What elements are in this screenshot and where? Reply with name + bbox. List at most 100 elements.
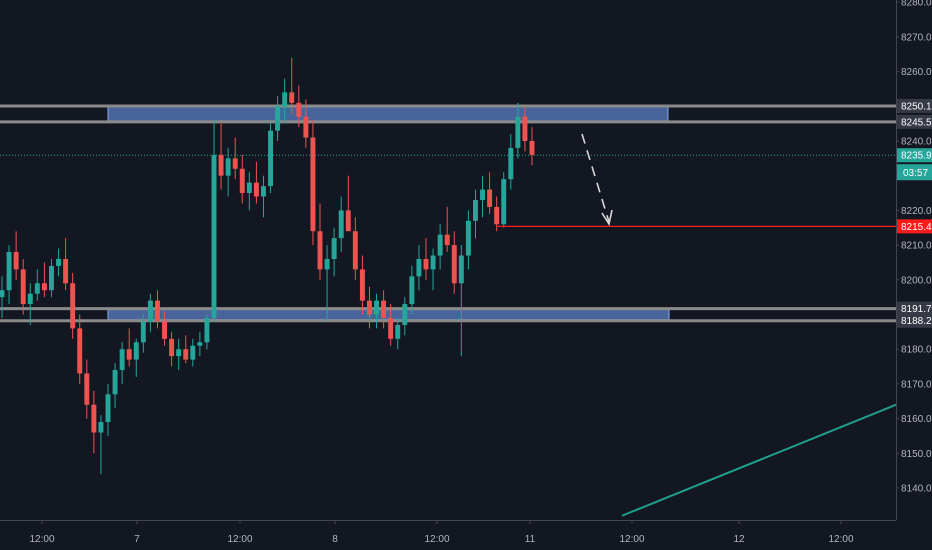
candle	[289, 57, 295, 114]
candle	[515, 102, 521, 159]
price-tag-label: 8250.1	[901, 101, 932, 112]
candle-body	[289, 92, 295, 103]
candle	[508, 134, 514, 190]
candle	[282, 78, 288, 124]
candle-body	[133, 342, 139, 360]
candle-body	[472, 199, 478, 221]
candle	[480, 175, 486, 218]
candle	[140, 314, 146, 353]
candle	[27, 283, 33, 325]
trend-line[interactable]	[621, 403, 897, 517]
candle-body	[388, 317, 394, 339]
projection-arrow-head	[601, 209, 613, 227]
candle	[112, 363, 118, 409]
countdown-tag-background	[897, 164, 932, 181]
candle	[416, 245, 422, 291]
candle	[169, 331, 175, 367]
candle-body	[338, 210, 344, 239]
candle-body	[34, 283, 40, 294]
candle-body	[260, 186, 266, 197]
candle-body	[458, 255, 464, 284]
candle-body	[522, 116, 528, 141]
candle-body	[98, 422, 104, 433]
candle-body	[63, 258, 69, 284]
candle-body	[381, 300, 387, 318]
price-axis[interactable]: 8280.0 8270.0 8260.0 8250.1 8245.5 8240.0 8235…	[896, 0, 932, 550]
candle	[41, 262, 47, 298]
price-tick-label: 8260.0	[901, 67, 932, 78]
candle	[430, 248, 436, 291]
price-tag-background	[897, 313, 932, 328]
candle	[211, 120, 217, 322]
candle	[472, 189, 478, 239]
candle-body	[303, 116, 309, 138]
candle	[197, 331, 203, 357]
candle-body	[77, 328, 83, 374]
price-tick-label: 8220.0	[901, 206, 932, 217]
price-axis-background	[896, 0, 932, 550]
price-tick-label: 8240.0	[901, 137, 932, 148]
candle	[522, 106, 528, 152]
candle-body	[508, 147, 514, 180]
candle-body	[48, 265, 54, 291]
candle-body	[13, 252, 19, 270]
candle	[126, 328, 132, 367]
candle	[388, 304, 394, 346]
candle-body	[112, 370, 118, 395]
candle	[437, 224, 443, 270]
projection-arrow-shaft[interactable]	[581, 133, 610, 223]
candle	[317, 203, 323, 280]
candle	[133, 338, 139, 377]
drawing-overlays	[497, 133, 897, 517]
time-axis[interactable]: 12:00 7 12:00 8 12:00 11 12:00 12 12:00	[0, 520, 896, 550]
candle-body	[451, 245, 457, 284]
candle-body	[487, 189, 493, 207]
price-tick-label: 8150.0	[901, 449, 932, 460]
candle	[529, 127, 535, 166]
candle	[303, 99, 309, 148]
candle-body	[480, 189, 486, 200]
candle-body	[374, 300, 380, 315]
candle-body	[218, 154, 224, 176]
candle	[253, 161, 259, 204]
candle	[395, 317, 401, 350]
resistance-zone[interactable]	[107, 106, 669, 122]
candle	[162, 311, 168, 346]
candle-body	[437, 234, 443, 256]
candle-body	[359, 269, 365, 301]
candle-body	[154, 300, 160, 322]
candle	[6, 245, 12, 305]
candle-body	[268, 130, 274, 187]
candle	[190, 338, 196, 367]
price-tag-background	[897, 148, 932, 163]
candle	[381, 290, 387, 329]
time-tick-label: 12:00	[424, 534, 449, 545]
candle-body	[41, 283, 47, 291]
candle-body	[317, 231, 323, 270]
candle	[48, 258, 54, 298]
time-axis-background	[0, 520, 896, 550]
time-tick-label: 12:00	[828, 534, 853, 545]
candle-body	[27, 293, 33, 305]
candle	[20, 258, 26, 315]
candle	[402, 297, 408, 336]
price-tag-label: 8188.2	[901, 316, 932, 327]
time-tick-label: 8	[332, 534, 338, 545]
time-tick-label: 12:00	[29, 534, 54, 545]
price-tick-label: 8170.0	[901, 379, 932, 390]
candle-body	[0, 290, 5, 298]
price-tag-background	[897, 301, 932, 316]
candle	[465, 210, 471, 270]
candle-body	[331, 238, 337, 259]
candle	[232, 137, 238, 180]
candle-body	[345, 210, 351, 232]
candle-body	[409, 276, 415, 305]
candle-body	[119, 349, 125, 371]
price-tick-label: 8160.0	[901, 414, 932, 425]
candles	[0, 57, 535, 475]
candle	[366, 286, 372, 329]
candle	[225, 147, 231, 197]
